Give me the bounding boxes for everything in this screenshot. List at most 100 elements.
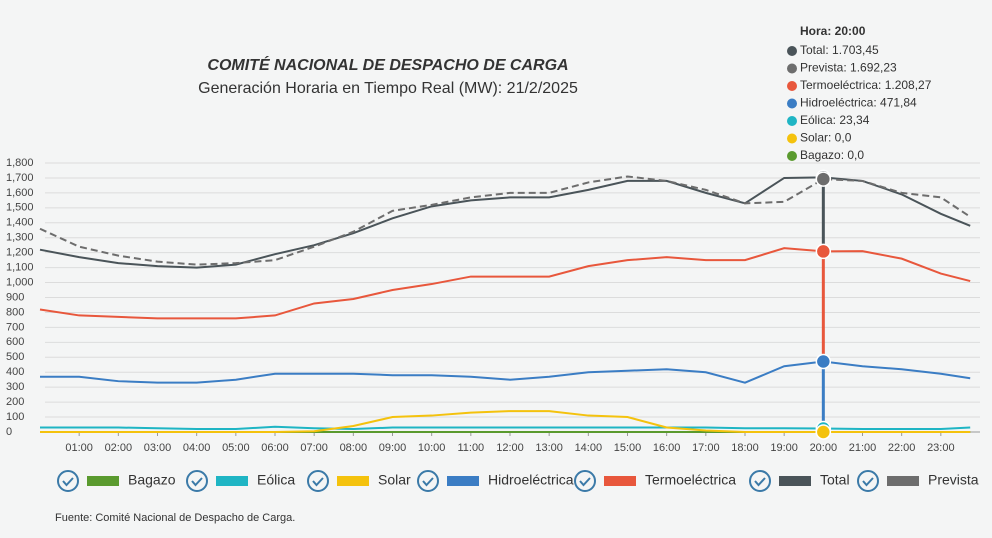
x-tick-label: 18:00 bbox=[731, 442, 759, 454]
y-tick-label: 600 bbox=[6, 336, 24, 348]
x-tick-label: 01:00 bbox=[65, 442, 93, 454]
x-tick-label: 06:00 bbox=[261, 442, 289, 454]
tooltip-dot bbox=[787, 98, 797, 109]
x-tick-label: 09:00 bbox=[379, 442, 407, 454]
hover-dot bbox=[815, 424, 832, 440]
y-tick-label: 1,200 bbox=[6, 247, 34, 259]
legend-item[interactable]: Eólica bbox=[186, 470, 295, 492]
legend-item[interactable]: Hidroeléctrica bbox=[417, 470, 574, 492]
y-tick-label: 800 bbox=[6, 306, 24, 318]
tooltip-item: Hidroeléctrica: 471,84 bbox=[800, 96, 917, 110]
legend-check bbox=[57, 470, 79, 492]
x-tick-label: 13:00 bbox=[535, 442, 563, 454]
x-tick-label: 23:00 bbox=[927, 442, 955, 454]
legend-swatch bbox=[779, 476, 811, 486]
x-tick-label: 08:00 bbox=[340, 442, 368, 454]
legend-check-mark bbox=[191, 477, 203, 487]
x-tick-label: 20:00 bbox=[810, 442, 838, 454]
legend-swatch bbox=[604, 476, 636, 486]
hover-dot bbox=[815, 243, 832, 260]
legend-swatch bbox=[337, 476, 369, 486]
x-tick-label: 02:00 bbox=[105, 442, 133, 454]
legend-item[interactable]: Solar bbox=[307, 470, 411, 492]
x-tick-label: 10:00 bbox=[418, 442, 446, 454]
tooltip-item: Bagazo: 0,0 bbox=[800, 148, 864, 162]
y-tick-label: 500 bbox=[6, 351, 24, 363]
source: Fuente: Comité Nacional de Despacho de C… bbox=[55, 512, 295, 524]
y-tick-label: 700 bbox=[6, 321, 24, 333]
y-tick-label: 1,800 bbox=[6, 157, 34, 169]
y-tick-label: 1,100 bbox=[6, 262, 34, 274]
legend-swatch bbox=[87, 476, 119, 486]
legend-label: Prevista bbox=[928, 472, 979, 488]
legend-check bbox=[417, 470, 439, 492]
y-tick-label: 0 bbox=[6, 426, 12, 438]
y-tick-label: 1,600 bbox=[6, 187, 34, 199]
tooltip-item: Total: 1.703,45 bbox=[800, 43, 879, 57]
legend-item[interactable]: Prevista bbox=[857, 470, 979, 492]
x-tick-label: 21:00 bbox=[849, 442, 877, 454]
series-line bbox=[39, 175, 971, 266]
x-tick-label: 17:00 bbox=[692, 442, 720, 454]
series-line bbox=[39, 247, 971, 320]
tooltip-dot bbox=[787, 46, 797, 56]
hover-dot bbox=[815, 353, 832, 370]
legend-swatch bbox=[887, 476, 919, 486]
legend-label: Eólica bbox=[257, 472, 295, 488]
x-tick-label: 15:00 bbox=[614, 442, 642, 454]
x-tick-label: 04:00 bbox=[183, 442, 211, 454]
legend-item[interactable]: Termoeléctrica bbox=[574, 470, 736, 492]
y-tick-label: 300 bbox=[6, 381, 24, 393]
legend-check bbox=[857, 470, 879, 492]
tooltip-title: Hora: 20:00 bbox=[800, 24, 866, 38]
y-tick-label: 1,300 bbox=[6, 232, 34, 244]
legend-check-mark bbox=[754, 477, 766, 487]
legend-label: Solar bbox=[378, 472, 411, 488]
legend-check-mark bbox=[862, 477, 874, 487]
chart-subtitle: Generación Horaria en Tiempo Real (MW): … bbox=[198, 80, 578, 97]
legend-check bbox=[749, 470, 771, 492]
tooltip-item: Solar: 0,0 bbox=[800, 131, 852, 145]
legend-label: Total bbox=[820, 472, 850, 488]
chart-title: COMITÉ NACIONAL DE DESPACHO DE CARGA bbox=[207, 55, 568, 74]
y-tick-label: 100 bbox=[6, 411, 24, 423]
tooltip-item: Termoeléctrica: 1.208,27 bbox=[800, 78, 932, 92]
legend-label: Hidroeléctrica bbox=[488, 472, 574, 488]
x-tick-label: 03:00 bbox=[144, 442, 172, 454]
x-tick-label: 11:00 bbox=[457, 442, 484, 454]
legend-swatch bbox=[447, 476, 479, 486]
tooltip-dot bbox=[787, 116, 797, 126]
legend-check bbox=[186, 470, 208, 492]
legend-item[interactable]: Total bbox=[749, 470, 850, 492]
y-tick-label: 400 bbox=[6, 366, 24, 378]
tooltip-item: Eólica: 23,34 bbox=[800, 113, 870, 127]
y-tick-label: 900 bbox=[6, 291, 24, 303]
legend-check-mark bbox=[62, 477, 74, 487]
tooltip-dot bbox=[787, 63, 797, 74]
x-tick-label: 22:00 bbox=[888, 442, 916, 454]
legend-item[interactable]: Bagazo bbox=[57, 470, 176, 492]
legend-check bbox=[574, 470, 596, 492]
legend-swatch bbox=[216, 476, 248, 486]
x-tick-label: 12:00 bbox=[496, 442, 524, 454]
y-tick-label: 1,400 bbox=[6, 217, 34, 229]
legend-label: Termoeléctrica bbox=[645, 472, 736, 488]
tooltip-dot bbox=[787, 151, 797, 161]
legend-check-mark bbox=[579, 477, 591, 487]
legend-check-mark bbox=[422, 477, 434, 487]
x-tick-label: 16:00 bbox=[653, 442, 681, 454]
x-tick-label: 05:00 bbox=[222, 442, 250, 454]
y-tick-label: 1,000 bbox=[6, 276, 34, 288]
hover-dot bbox=[815, 171, 832, 187]
y-tick-label: 200 bbox=[6, 396, 24, 408]
tooltip-item: Prevista: 1.692,23 bbox=[800, 61, 897, 75]
x-tick-label: 07:00 bbox=[300, 442, 328, 454]
legend-check bbox=[307, 470, 329, 492]
x-tick-label: 19:00 bbox=[770, 442, 798, 454]
legend-label: Bagazo bbox=[128, 472, 176, 488]
legend-check-mark bbox=[312, 477, 324, 487]
x-tick-label: 14:00 bbox=[575, 442, 603, 454]
y-tick-label: 1,700 bbox=[6, 172, 34, 184]
y-tick-label: 1,500 bbox=[6, 202, 34, 214]
